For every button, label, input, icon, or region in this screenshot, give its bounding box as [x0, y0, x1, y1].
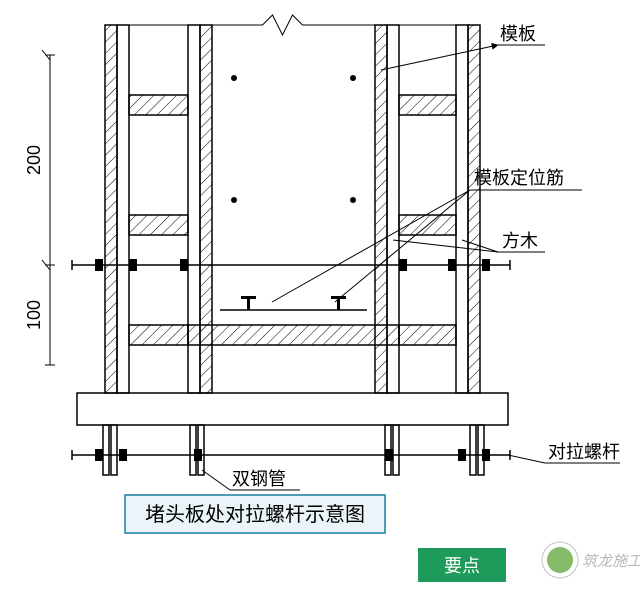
svg-text:100: 100	[24, 300, 44, 330]
svg-text:200: 200	[24, 145, 44, 175]
svg-text:模板定位筋: 模板定位筋	[474, 168, 564, 188]
svg-text:要点: 要点	[444, 556, 480, 576]
svg-text:堵头板处对拉螺杆示意图: 堵头板处对拉螺杆示意图	[145, 503, 365, 526]
svg-text:对拉螺杆: 对拉螺杆	[548, 442, 620, 462]
svg-text:方木: 方木	[502, 231, 538, 251]
svg-text:模板: 模板	[500, 24, 536, 44]
svg-text:筑龙施工造价: 筑龙施工造价	[582, 553, 640, 570]
svg-text:双钢管: 双钢管	[232, 469, 286, 489]
